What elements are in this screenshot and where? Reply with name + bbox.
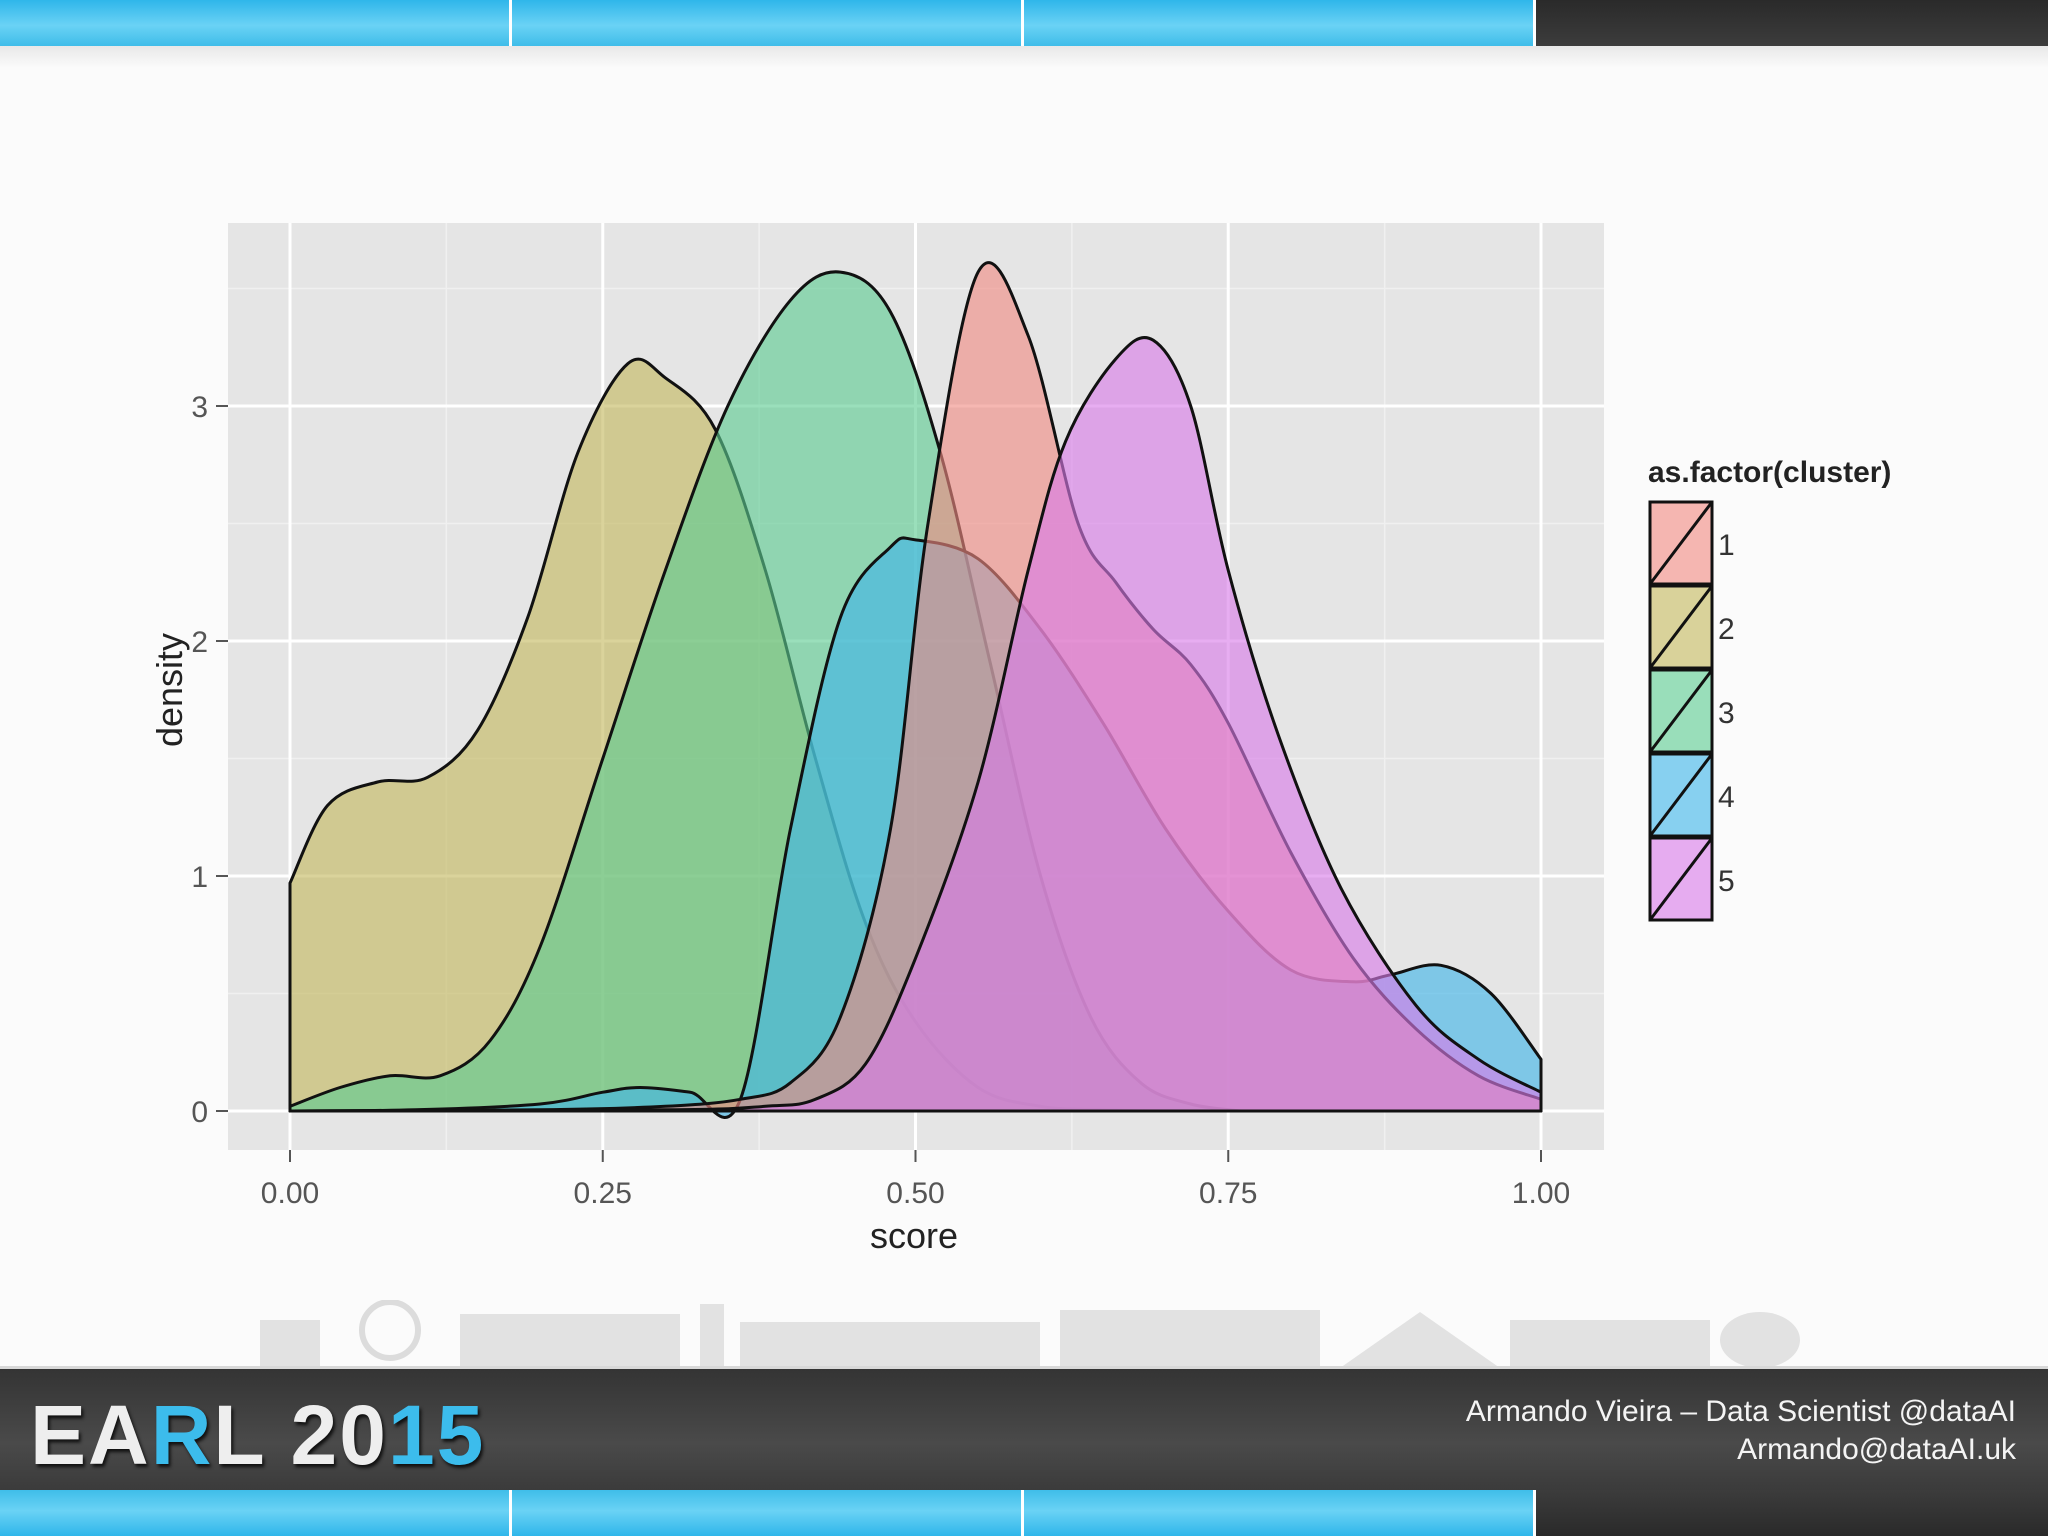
legend-key-diagonal xyxy=(1648,753,1714,837)
x-tick-label: 0.00 xyxy=(261,1177,319,1210)
x-tick-label: 0.75 xyxy=(1199,1177,1257,1210)
bottom-accent-bar xyxy=(0,1490,2048,1536)
bottom-bar-segment xyxy=(0,1490,512,1536)
axes: 0 1 2 3 0.00 0.25 0.50 0.75 1.00 xyxy=(191,391,1570,1210)
y-tick-label: 2 xyxy=(191,626,208,659)
footer: EARL 2015 Armando Vieira – Data Scientis… xyxy=(0,1366,2048,1493)
top-bar-segment-dark xyxy=(1536,0,2048,46)
speaker-email: Armando@dataAI.uk xyxy=(1737,1433,2016,1466)
x-tick-label: 0.50 xyxy=(886,1177,944,1210)
bottom-bar-segment xyxy=(1024,1490,1536,1536)
density-chart: 0 1 2 3 0.00 0.25 0.50 0.75 1.00 score density a… xyxy=(149,223,1891,1256)
legend-label-4: 4 xyxy=(1718,781,1735,814)
top-bar-segment xyxy=(0,0,512,46)
y-tick-label: 0 xyxy=(191,1096,208,1129)
legend: 1 2 3 4 5 xyxy=(1648,500,1735,922)
y-axis-label: density xyxy=(149,633,190,747)
top-accent-bar xyxy=(0,0,2048,46)
bottom-bar-segment-dark xyxy=(1536,1490,2048,1536)
top-bar-segment xyxy=(512,0,1024,46)
top-bar-shadow xyxy=(0,46,2048,68)
legend-key-diagonal xyxy=(1648,585,1714,669)
legend-label-2: 2 xyxy=(1718,613,1735,646)
y-tick-label: 3 xyxy=(191,391,208,424)
density-areas xyxy=(288,261,1543,1119)
y-tick-label: 1 xyxy=(191,861,208,894)
speaker-credits: Armando Vieira – Data Scientist @dataAI … xyxy=(1466,1393,2016,1469)
speaker-name-title: Armando Vieira – Data Scientist @dataAI xyxy=(1465,1395,2016,1428)
top-bar-segment xyxy=(1024,0,1536,46)
city-skyline-decoration xyxy=(260,1300,1800,1368)
legend-label-1: 1 xyxy=(1718,529,1735,562)
legend-key-diagonal xyxy=(1648,837,1714,921)
earl-2015-logo: EARL 2015 xyxy=(30,1388,486,1482)
bottom-bar-segment xyxy=(512,1490,1024,1536)
legend-key-diagonal xyxy=(1648,669,1714,753)
x-tick-label: 0.25 xyxy=(574,1177,632,1210)
x-tick-label: 1.00 xyxy=(1512,1177,1570,1210)
legend-key-diagonal xyxy=(1648,501,1714,585)
legend-label-5: 5 xyxy=(1718,865,1735,898)
x-axis-label: score xyxy=(870,1215,958,1256)
density-area-cluster-5 xyxy=(288,335,1543,1113)
legend-title: as.factor(cluster) xyxy=(1648,456,1891,489)
legend-label-3: 3 xyxy=(1718,697,1735,730)
